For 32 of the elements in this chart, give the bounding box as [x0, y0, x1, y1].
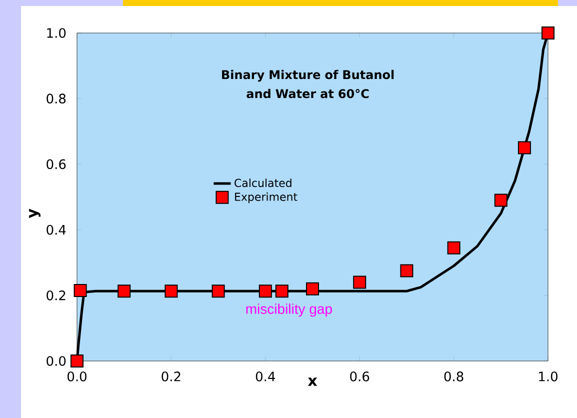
point: [447, 241, 460, 254]
x-tick-label: 0.6: [350, 372, 370, 382]
x-tick-label: 1.0: [539, 372, 558, 382]
point: [518, 141, 531, 154]
x-tick-label: 0.2: [162, 372, 180, 382]
point: [164, 284, 178, 298]
x-axis-title: x: [308, 378, 318, 386]
point: [306, 282, 320, 296]
x-tick-label: 0.0: [68, 372, 86, 382]
point: [542, 26, 555, 40]
x-tick-label: 0.4: [256, 372, 276, 382]
y-tick-label: 0.2: [46, 290, 66, 300]
point: [494, 194, 508, 207]
legend-label: Calculated: [234, 178, 292, 188]
point: [70, 354, 84, 368]
point: [353, 276, 366, 289]
point: [212, 284, 225, 298]
point: [400, 264, 414, 278]
point: [258, 284, 272, 298]
text: Binary Mixture of Butanol and Water at 60°C: [222, 70, 394, 98]
y-tick-label: 0.8: [46, 94, 66, 104]
point: [118, 284, 131, 298]
point: [74, 284, 87, 297]
legend-label: Experiment: [235, 192, 298, 204]
annotation: miscibility gap: [246, 304, 332, 317]
y-tick-label: 0.0: [46, 356, 66, 366]
point: [275, 284, 288, 298]
y-tick-label: 1.0: [47, 28, 66, 38]
x-tick-label: 0.8: [444, 372, 464, 382]
y-tick-label: 0.4: [46, 224, 66, 235]
y-axis-title: y: [29, 208, 40, 218]
y-tick-label: 0.6: [46, 159, 66, 170]
